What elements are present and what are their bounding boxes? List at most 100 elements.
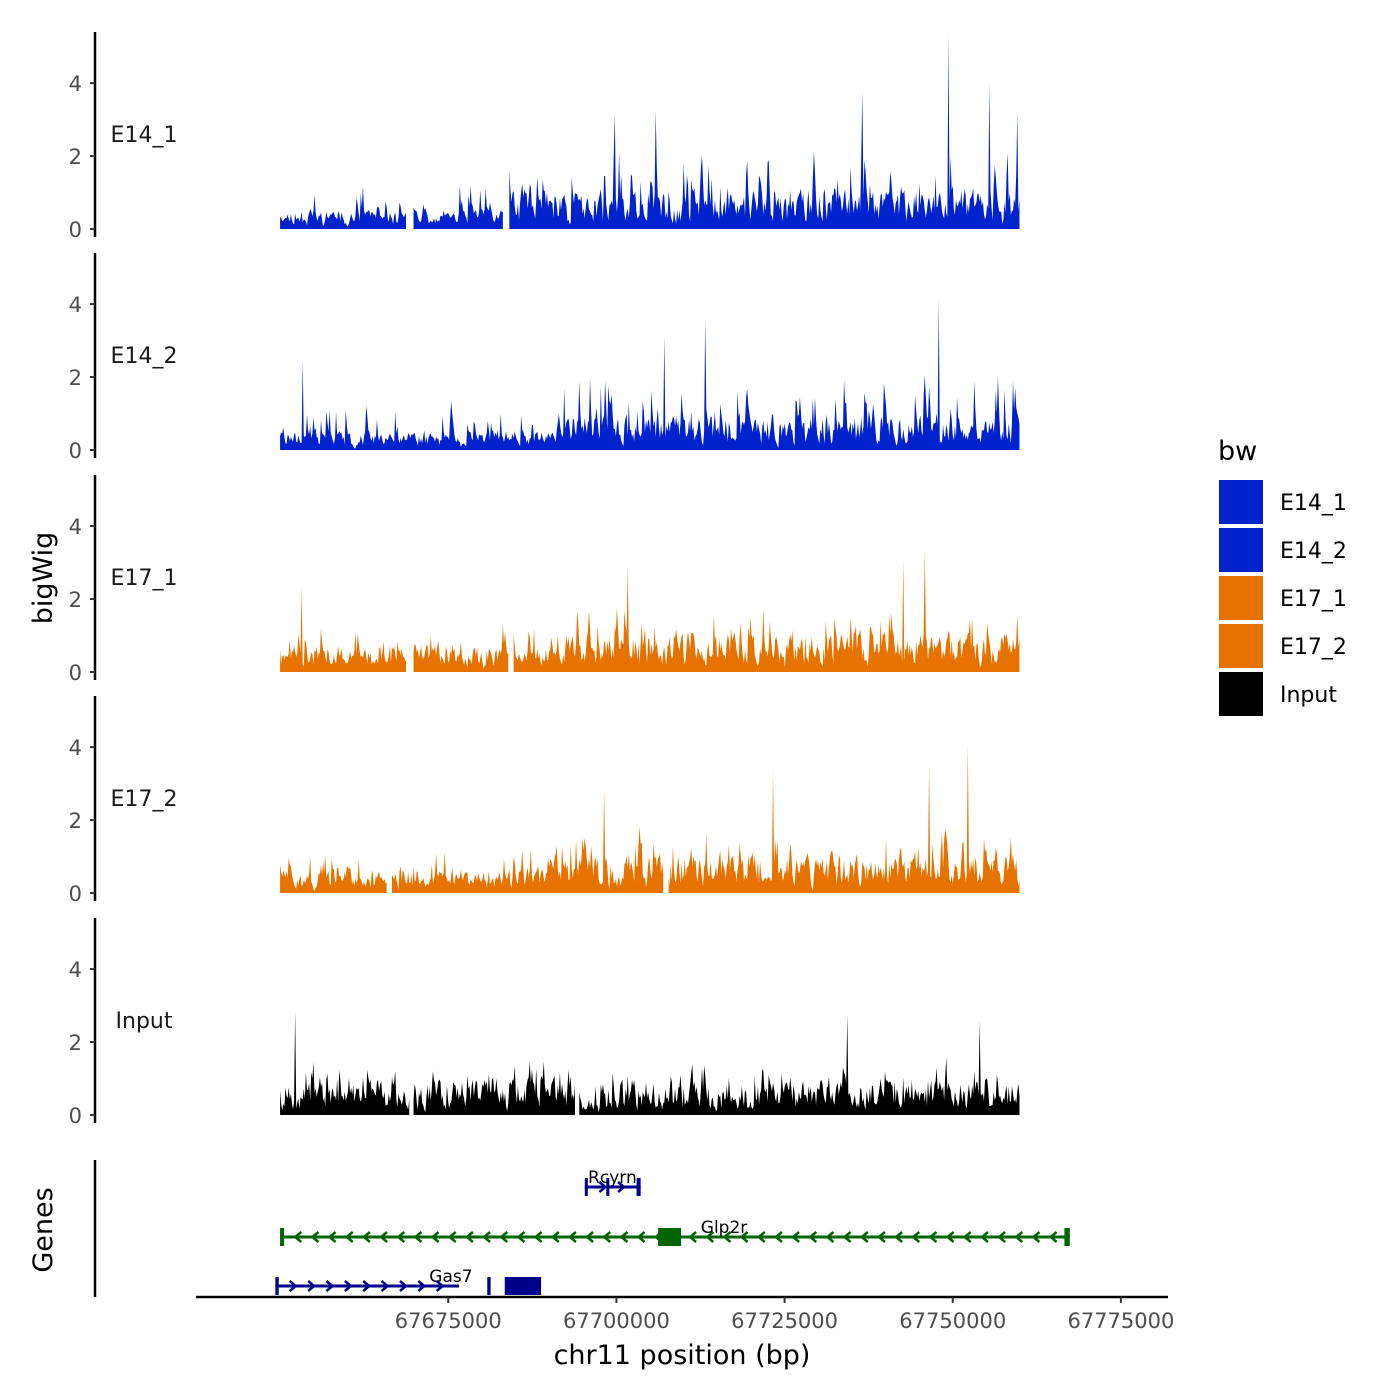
strand-chevron bbox=[361, 1231, 371, 1243]
track-label: E17_2 bbox=[111, 787, 178, 812]
strand-chevron bbox=[980, 1231, 989, 1243]
strand-chevron bbox=[756, 1231, 766, 1243]
strand-chevron bbox=[288, 1280, 298, 1292]
y-tick-label: 4 bbox=[69, 515, 82, 539]
y-tick-label: 0 bbox=[69, 882, 82, 906]
legend-title: bw bbox=[1218, 436, 1257, 467]
legend-swatch bbox=[1219, 672, 1263, 716]
gene-label: Glp2r bbox=[701, 1218, 748, 1238]
strand-chevron bbox=[791, 1231, 800, 1243]
y-axis-title: bigWig bbox=[28, 532, 59, 625]
strand-chevron bbox=[1014, 1231, 1024, 1243]
strand-chevron bbox=[808, 1231, 818, 1243]
x-axis-title: chr11 position (bp) bbox=[554, 1340, 811, 1371]
coverage-area-e14-1 bbox=[280, 35, 1020, 230]
y-tick-label: 2 bbox=[69, 809, 82, 833]
strand-chevron bbox=[499, 1231, 509, 1243]
y-tick-label: 4 bbox=[69, 958, 82, 982]
legend-label: E14_2 bbox=[1280, 539, 1347, 564]
strand-chevron bbox=[859, 1231, 869, 1243]
gene-exon bbox=[636, 1178, 641, 1196]
strand-chevron bbox=[417, 1280, 427, 1292]
strand-chevron bbox=[293, 1231, 303, 1243]
strand-chevron bbox=[396, 1231, 406, 1243]
strand-chevron bbox=[722, 1231, 732, 1243]
y-tick-label: 2 bbox=[69, 1031, 82, 1055]
strand-chevron bbox=[894, 1231, 903, 1243]
strand-chevron bbox=[379, 1231, 388, 1243]
track-e17-1: 0 2 4 E17_1 bbox=[69, 475, 1020, 685]
strand-chevron bbox=[307, 1280, 317, 1292]
strand-chevron bbox=[430, 1231, 440, 1243]
coverage-area-e17-1 bbox=[280, 549, 1020, 672]
strand-chevron bbox=[739, 1231, 749, 1243]
track-label: E14_1 bbox=[111, 123, 178, 148]
gene-gas7: Gas7 bbox=[275, 1267, 542, 1295]
track-e14-1: 0 2 4 E14_1 bbox=[69, 32, 1020, 242]
y-tick-label: 4 bbox=[69, 293, 82, 317]
gene-label: Rcyrn bbox=[588, 1168, 637, 1188]
track-e17-2: 0 2 4 E17_2 bbox=[69, 696, 1020, 906]
gene-exon bbox=[1064, 1228, 1070, 1246]
track-label: E14_2 bbox=[111, 344, 178, 369]
strand-chevron bbox=[327, 1231, 337, 1243]
genes-layer: 67675000 67700000 67725000 67750000 67775000… bbox=[93, 1160, 1174, 1333]
legend-label: E17_1 bbox=[1280, 587, 1347, 612]
gene-exon bbox=[658, 1228, 681, 1246]
gene-rcyrn: Rcyrn bbox=[584, 1168, 641, 1196]
y-tick-label: 2 bbox=[69, 588, 82, 612]
gene-exon bbox=[487, 1277, 491, 1295]
gene-exon bbox=[584, 1178, 588, 1196]
coverage-area-e14-2 bbox=[280, 298, 1020, 450]
legend: bw E14_1 E14_2 E17_1 E17_2 Input bbox=[1218, 436, 1347, 716]
strand-chevron bbox=[325, 1280, 335, 1292]
x-tick-label: 67750000 bbox=[899, 1309, 1006, 1333]
coverage-area-input bbox=[280, 1011, 1020, 1115]
strand-chevron bbox=[945, 1231, 955, 1243]
strand-chevron bbox=[435, 1280, 445, 1292]
track-label: E17_1 bbox=[111, 566, 178, 591]
gene-exon bbox=[504, 1277, 542, 1295]
strand-chevron bbox=[598, 1181, 608, 1193]
coverage-area-e17-2 bbox=[280, 745, 1020, 893]
strand-chevron bbox=[911, 1231, 921, 1243]
strand-chevron bbox=[876, 1231, 886, 1243]
strand-chevron bbox=[344, 1280, 353, 1292]
y-tick-label: 0 bbox=[69, 218, 82, 242]
y-tick-label: 0 bbox=[69, 1104, 82, 1128]
x-tick-label: 67675000 bbox=[395, 1309, 502, 1333]
legend-label: Input bbox=[1280, 683, 1337, 708]
gene-glp2r: Glp2r bbox=[280, 1218, 1070, 1246]
strand-chevron bbox=[310, 1231, 320, 1243]
strand-chevron bbox=[962, 1231, 972, 1243]
strand-chevron bbox=[636, 1231, 646, 1243]
strand-chevron bbox=[617, 1181, 626, 1193]
tracks-layer: 0 2 4 E14_1 0 2 4 E14_2 0 2 4 E17_1 0 2 4 E17_2 0 2 4 Input bbox=[69, 32, 1020, 1128]
strand-chevron bbox=[380, 1280, 390, 1292]
legend-entry-e17-2: E17_2 bbox=[1219, 624, 1347, 668]
legend-entry-e17-1: E17_1 bbox=[1219, 576, 1347, 620]
strand-chevron bbox=[773, 1231, 783, 1243]
strand-chevron bbox=[464, 1231, 474, 1243]
gene-exon bbox=[275, 1277, 279, 1295]
y-tick-label: 0 bbox=[69, 661, 82, 685]
strand-chevron bbox=[482, 1231, 491, 1243]
x-tick-label: 67725000 bbox=[731, 1309, 838, 1333]
legend-swatch bbox=[1219, 624, 1263, 668]
strand-chevron bbox=[705, 1231, 715, 1243]
strand-chevron bbox=[928, 1231, 938, 1243]
gene-exon bbox=[606, 1178, 610, 1196]
legend-swatch bbox=[1219, 480, 1263, 524]
strand-chevron bbox=[619, 1231, 629, 1243]
legend-entry-input: Input bbox=[1219, 672, 1337, 716]
strand-chevron bbox=[344, 1231, 354, 1243]
y-tick-label: 2 bbox=[69, 366, 82, 390]
strand-chevron bbox=[533, 1231, 543, 1243]
genes-axis-title: Genes bbox=[28, 1187, 59, 1272]
gene-label: Gas7 bbox=[429, 1267, 472, 1287]
strand-chevron bbox=[997, 1231, 1006, 1243]
strand-chevron bbox=[842, 1231, 852, 1243]
strand-chevron bbox=[825, 1231, 835, 1243]
legend-swatch bbox=[1219, 528, 1263, 572]
